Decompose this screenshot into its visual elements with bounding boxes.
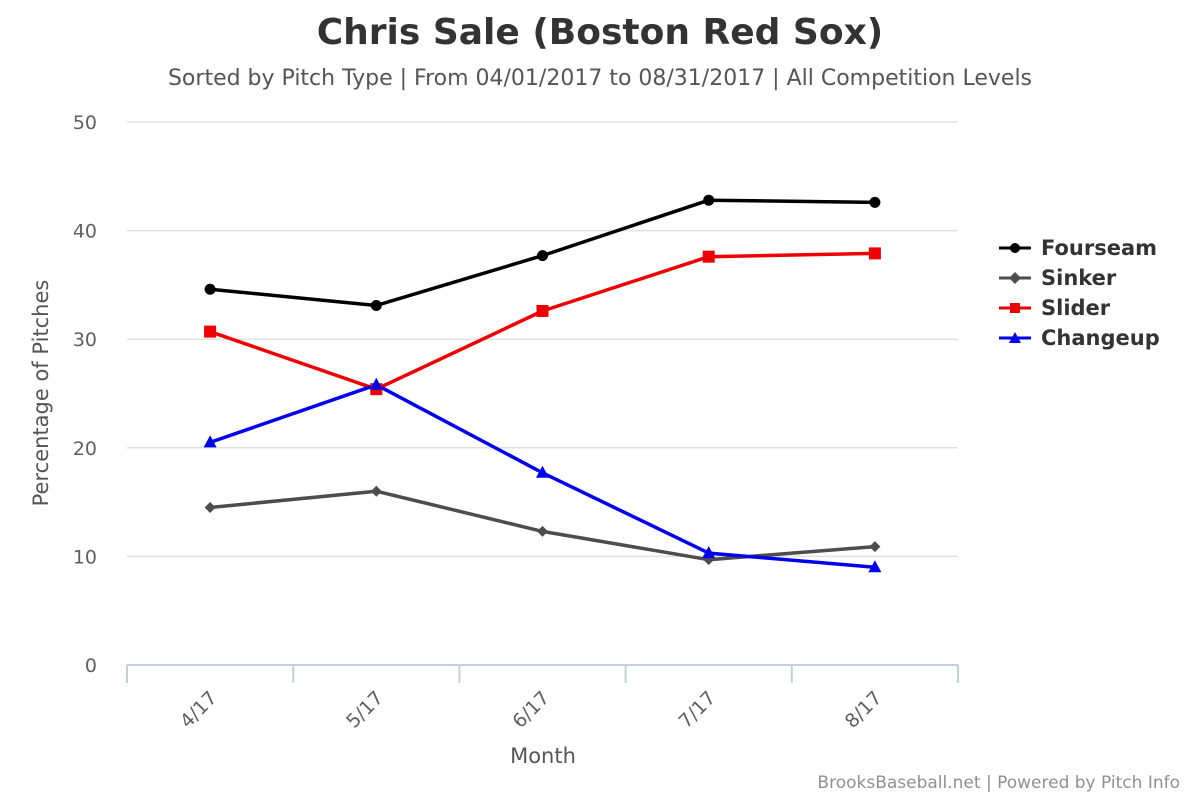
legend-symbol-triangle-icon (999, 332, 1031, 343)
x-axis-tick-labels: 4/17 5/17 6/17 7/17 8/17 (176, 687, 887, 733)
data-point-changeup[interactable] (868, 560, 882, 573)
data-point-fourseam[interactable] (370, 300, 382, 312)
data-point-slider[interactable] (536, 304, 549, 317)
x-axis-label: Month (510, 744, 576, 768)
data-point-slider[interactable] (702, 250, 715, 263)
data-point-sinker[interactable] (204, 502, 216, 514)
data-point-sinker[interactable] (370, 485, 382, 497)
series-markers (203, 194, 882, 573)
legend-symbol-square-icon (999, 303, 1031, 313)
legend-item-sinker[interactable]: Sinker (997, 263, 1187, 293)
legend-label-slider: Slider (1041, 296, 1111, 320)
data-point-fourseam[interactable] (703, 194, 715, 206)
data-point-sinker[interactable] (537, 525, 548, 537)
legend-label-changeup: Changeup (1041, 326, 1160, 350)
x-tick-label: 8/17 (841, 687, 887, 733)
data-point-slider[interactable] (868, 247, 881, 260)
data-point-sinker[interactable] (869, 541, 881, 553)
data-point-fourseam[interactable] (537, 250, 548, 262)
y-tick-label: 30 (73, 329, 97, 351)
chart-subtitle: Sorted by Pitch Type | From 04/01/2017 t… (167, 66, 1033, 91)
data-point-changeup[interactable] (536, 465, 549, 478)
legend-item-fourseam[interactable]: Fourseam (997, 233, 1187, 263)
legend-symbol-circle-icon (999, 243, 1031, 253)
x-tick-label: 4/17 (176, 687, 222, 733)
y-tick-label: 10 (73, 546, 97, 568)
data-point-changeup[interactable] (369, 377, 383, 390)
y-tick-label: 0 (85, 655, 97, 677)
x-tick-label: 7/17 (675, 687, 721, 733)
legend-label-fourseam: Fourseam (1041, 236, 1158, 260)
data-point-fourseam[interactable] (204, 283, 216, 295)
y-tick-label: 40 (73, 221, 97, 243)
data-point-changeup[interactable] (203, 435, 217, 448)
y-axis-tick-labels: 0 10 20 30 40 50 (73, 112, 97, 677)
x-tick-label: 6/17 (508, 687, 554, 733)
chart-title: Chris Sale (Boston Red Sox) (316, 12, 884, 53)
legend-label-sinker: Sinker (1041, 266, 1117, 290)
data-point-fourseam[interactable] (869, 196, 881, 208)
data-point-slider[interactable] (204, 325, 217, 338)
y-tick-label: 20 (73, 438, 97, 460)
x-tick-label: 5/17 (342, 687, 388, 733)
data-point-changeup[interactable] (702, 546, 716, 559)
x-axis (126, 664, 959, 683)
grid-lines (127, 121, 958, 558)
legend-item-changeup[interactable]: Changeup (997, 323, 1187, 353)
legend-symbol-diamond-icon (999, 272, 1031, 284)
legend-item-slider[interactable]: Slider (997, 293, 1187, 323)
legend: Fourseam Sinker Slider Changeup (997, 233, 1187, 353)
y-axis-label: Percentage of Pitches (29, 280, 53, 507)
y-tick-label: 50 (73, 112, 97, 134)
series-line-sinker (208, 489, 877, 562)
credits-text[interactable]: BrooksBaseball.net | Powered by Pitch In… (817, 773, 1180, 793)
series-line-slider (208, 251, 877, 391)
